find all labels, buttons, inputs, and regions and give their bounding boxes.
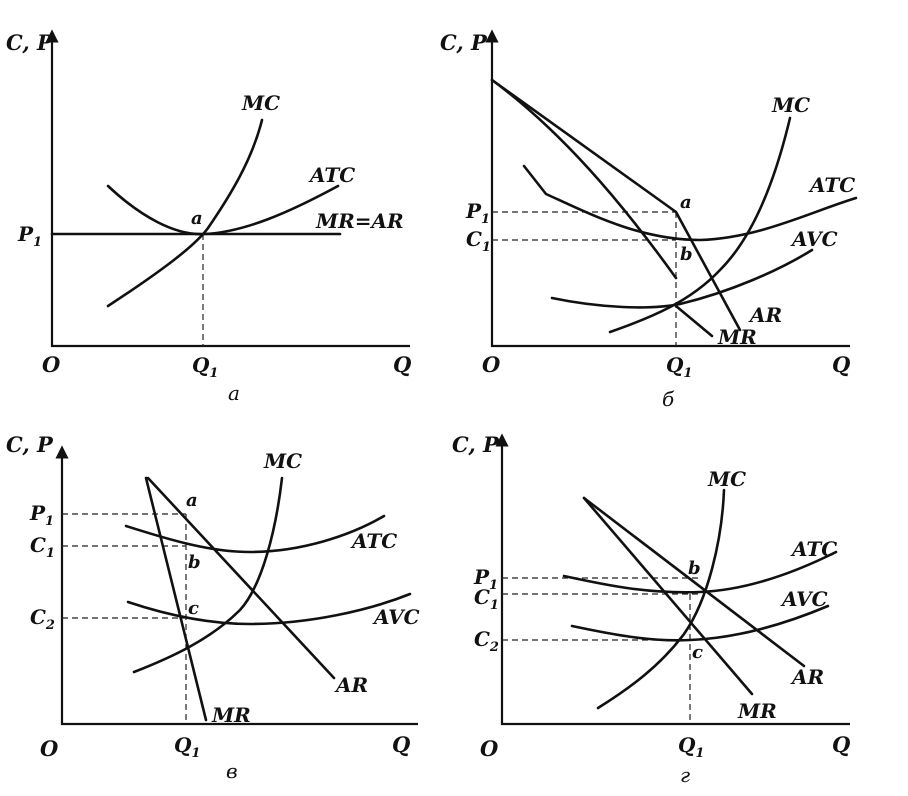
panel-a-mr-ar-label: MR=AR (315, 209, 404, 233)
panel-c-point-b: b (188, 552, 201, 573)
panel-b-ar-curve (490, 78, 742, 332)
panel-c-mr-label: MR (211, 703, 251, 727)
panel-d-ar-label: AR (790, 665, 824, 689)
panel-a-caption: а (228, 381, 240, 405)
panel-a-origin-label: O (42, 352, 61, 377)
panel-d-axes (495, 433, 850, 726)
panel-c-mr-curve (144, 476, 208, 722)
panel-a-q1-label: Q1 (192, 353, 218, 381)
panel-a-axes (45, 29, 410, 348)
panel-c-avc-label: AVC (372, 605, 420, 629)
panel-b-ar-label: AR (748, 303, 782, 327)
panel-b-point-b: b (680, 244, 693, 265)
panel-a-atc-label: ATC (308, 163, 355, 187)
panel-a-p1-label: P1 (17, 222, 42, 250)
panel-b-atc-label: ATC (808, 173, 855, 197)
panel-b-y-axis-label: C, P (440, 30, 488, 55)
panel-b-caption: б (662, 387, 675, 411)
panel-c-caption: в (226, 759, 238, 783)
panel-c: C, P Q O в a b c MC ATC AVC AR MR P1 C1 … (6, 432, 420, 783)
panel-c-origin-label: O (40, 736, 59, 761)
panel-b-origin-label: O (482, 352, 501, 377)
panel-c-c2-label: C2 (30, 605, 55, 633)
panel-b-atc-curve (522, 164, 858, 242)
panel-d-mc-curve (596, 488, 726, 710)
panel-d-x-axis-label: Q (832, 732, 850, 757)
panel-b-mr-curve (490, 78, 678, 280)
panel-c-ar-curve (146, 476, 336, 680)
panel-d-c2-label: C2 (474, 627, 499, 655)
panel-b-axes (485, 29, 850, 348)
panel-d-mc-label: MC (707, 467, 746, 491)
panel-c-y-axis-label: C, P (6, 432, 54, 457)
panel-c-c1-label: C1 (30, 533, 55, 561)
panel-b-mr-label: MR (717, 325, 757, 349)
panel-d-c1-label: C1 (474, 585, 499, 613)
panel-c-mc-label: MC (263, 449, 302, 473)
panel-c-axes (55, 445, 418, 726)
panel-d-caption: г (680, 763, 690, 787)
panel-a-point-a: a (191, 208, 203, 229)
panel-d-mr-curve (582, 496, 754, 696)
panel-d-avc-curve (570, 604, 830, 642)
panel-d-y-axis-label: C, P (452, 432, 500, 457)
panel-b-x-axis-label: Q (832, 352, 850, 377)
panel-d-atc-label: ATC (790, 537, 837, 561)
panel-d-q1-label: Q1 (678, 733, 704, 761)
panel-c-avc-curve (126, 592, 412, 626)
panel-b-point-a: a (680, 192, 692, 213)
panel-c-point-c: c (188, 598, 199, 619)
panel-b-q1-label: Q1 (666, 353, 692, 381)
panel-a-atc-curve (106, 184, 340, 236)
panel-c-mc-curve (132, 476, 284, 674)
panel-c-ar-label: AR (334, 673, 368, 697)
panel-b-avc-label: AVC (790, 227, 838, 251)
panel-a-y-axis-label: C, P (6, 30, 54, 55)
panel-b-mr-tail (674, 304, 714, 338)
panel-d: C, P Q O г b c MC ATC AVC AR MR P1 C1 C2… (452, 432, 850, 787)
panel-c-p1-label: P1 (29, 501, 54, 529)
panel-a-mc-label: MC (241, 91, 280, 115)
panel-d-point-b: b (688, 558, 701, 579)
panel-d-avc-label: AVC (780, 587, 828, 611)
panel-b-avc-curve (550, 248, 814, 309)
panel-d-origin-label: O (480, 736, 499, 761)
panel-a-mc-curve (106, 118, 264, 308)
panel-c-point-a: a (186, 490, 198, 511)
panel-c-x-axis-label: Q (392, 732, 410, 757)
panel-b-mc-label: MC (771, 93, 810, 117)
panel-c-atc-label: ATC (350, 529, 397, 553)
panel-a-x-axis-label: Q (393, 352, 411, 377)
panel-d-ar-curve (582, 496, 806, 668)
panel-d-p1-label: P1 (473, 565, 498, 593)
panel-b-p1-label: P1 (465, 199, 490, 227)
panel-b-c1-label: C1 (466, 227, 491, 255)
panel-b: C, P Q O б a b MC ATC AVC AR MR P1 C1 Q1 (440, 29, 858, 411)
panel-c-atc-curve (124, 514, 386, 554)
panel-d-point-c: c (692, 642, 703, 663)
panel-d-atc-curve (562, 550, 838, 594)
panel-b-mc-curve (608, 116, 792, 334)
panel-c-q1-label: Q1 (174, 733, 200, 761)
panel-a: C, P Q O а a MC ATC MR=AR P1 Q1 (6, 29, 411, 405)
panel-d-mr-label: MR (737, 699, 777, 723)
